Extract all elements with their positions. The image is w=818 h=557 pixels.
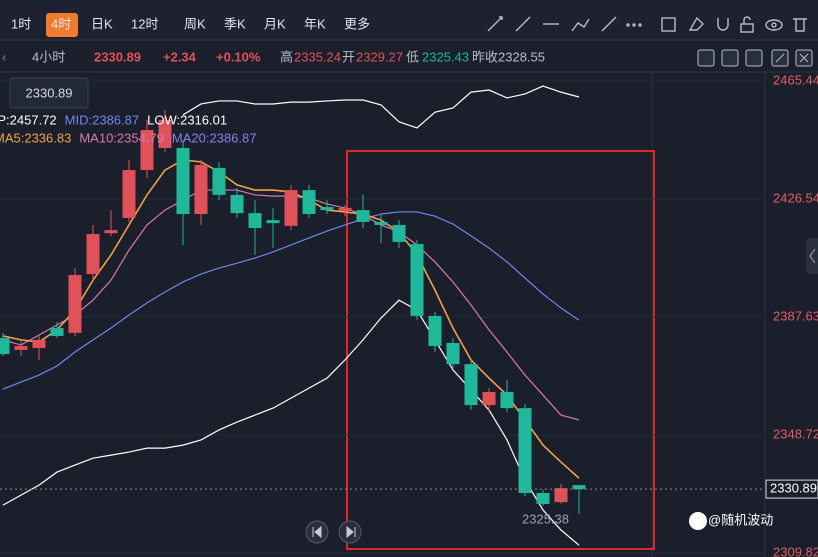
y-tick-label: 2387.63 bbox=[773, 308, 818, 323]
indicator-legend: MID:2386.87 bbox=[65, 112, 139, 127]
quote-change-pct: +0.10% bbox=[216, 49, 261, 64]
low-annotation: 2325.38 bbox=[522, 511, 569, 526]
period-tab[interactable]: 更多 bbox=[344, 16, 370, 31]
candle-body bbox=[410, 244, 424, 316]
watermark-icon bbox=[689, 512, 707, 530]
candle-body bbox=[392, 224, 406, 242]
indicator-line bbox=[182, 85, 580, 129]
period-tab[interactable]: 年K bbox=[304, 16, 326, 31]
candle-body bbox=[248, 213, 262, 228]
candle-body bbox=[356, 210, 370, 222]
quote-price: 2330.89 bbox=[94, 49, 141, 64]
price-box bbox=[9, 77, 89, 109]
candle-body bbox=[212, 167, 226, 195]
candle-body bbox=[302, 190, 316, 215]
candle-body bbox=[230, 194, 244, 214]
candle-body bbox=[176, 147, 190, 215]
candle-body bbox=[482, 392, 496, 406]
active-period-bg bbox=[46, 13, 78, 37]
candle-body bbox=[320, 207, 334, 211]
period-tab[interactable]: 4时 bbox=[51, 16, 71, 31]
quote-open: 2329.27 bbox=[356, 49, 403, 64]
ma-legend: MA10:2354.79 bbox=[79, 130, 164, 145]
candle-body bbox=[104, 230, 118, 234]
candle-body bbox=[122, 170, 136, 218]
playback[interactable] bbox=[305, 520, 362, 544]
candle-body bbox=[266, 220, 280, 224]
quote-high: 2335.24 bbox=[294, 49, 341, 64]
side-tab-arrow bbox=[809, 248, 816, 264]
candle-body bbox=[500, 392, 514, 409]
y-tick-label: 2348.72 bbox=[773, 426, 818, 441]
quote-change: +2.34 bbox=[163, 49, 197, 64]
candle-body bbox=[446, 342, 460, 365]
indicator-line bbox=[2, 211, 580, 390]
quote-low-label: 低 bbox=[406, 49, 419, 64]
candle-body bbox=[32, 339, 46, 349]
last-price-label: 2330.89 bbox=[770, 481, 817, 496]
candle-body bbox=[572, 485, 586, 490]
period-tab[interactable]: 季K bbox=[224, 16, 246, 31]
y-tick-label: 2309.82 bbox=[773, 544, 818, 557]
candle-body bbox=[464, 364, 478, 406]
highlight-box bbox=[346, 150, 655, 550]
back-arrow: ‹ bbox=[2, 49, 6, 64]
period-tab[interactable]: 1时 bbox=[11, 16, 31, 31]
candle-body bbox=[14, 345, 28, 350]
quote-prev-label: 昨收 bbox=[472, 49, 498, 64]
indicator-legend: LOW:2316.01 bbox=[147, 112, 227, 127]
panel-icons[interactable] bbox=[697, 49, 813, 67]
candle-body bbox=[374, 221, 388, 225]
y-tick-label: 2465.44 bbox=[773, 73, 818, 88]
candle-body bbox=[86, 234, 100, 275]
period-tab[interactable]: 周K bbox=[184, 16, 206, 31]
candle-body bbox=[0, 338, 10, 355]
period-tab[interactable]: 月K bbox=[264, 16, 286, 31]
tool-icons[interactable] bbox=[487, 16, 807, 33]
candle-body bbox=[338, 207, 352, 212]
candle-body bbox=[284, 190, 298, 226]
candle-body bbox=[194, 164, 208, 215]
candle-body bbox=[428, 315, 442, 346]
quote-period: 4小时 bbox=[32, 49, 65, 64]
period-tab[interactable]: 日K bbox=[91, 16, 113, 31]
crosshair-price: 2330.89 bbox=[26, 85, 73, 100]
ma-legend: MA5:2336.83 bbox=[0, 130, 71, 145]
last-price-box bbox=[765, 479, 818, 499]
quote-open-label: 开 bbox=[342, 49, 355, 64]
candle-body bbox=[50, 328, 64, 336]
quote-low: 2325.43 bbox=[422, 49, 469, 64]
candle-body bbox=[554, 488, 568, 503]
candle-body bbox=[140, 130, 154, 171]
indicator-legend: UP:2457.72 bbox=[0, 112, 57, 127]
watermark: @随机波动 bbox=[708, 512, 773, 527]
quote-high-label: 高 bbox=[280, 49, 293, 64]
ma-legend: MA20:2386.87 bbox=[172, 130, 257, 145]
y-tick-label: 2426.54 bbox=[773, 190, 818, 205]
toolbar-bg bbox=[0, 0, 818, 40]
quote-prev: 2328.55 bbox=[498, 49, 545, 64]
candle-body bbox=[68, 274, 82, 333]
candle-body bbox=[536, 493, 550, 504]
side-tab[interactable] bbox=[806, 238, 818, 274]
candle-body bbox=[518, 408, 532, 494]
period-tab[interactable]: 12时 bbox=[131, 16, 158, 31]
candle-body bbox=[158, 120, 172, 148]
